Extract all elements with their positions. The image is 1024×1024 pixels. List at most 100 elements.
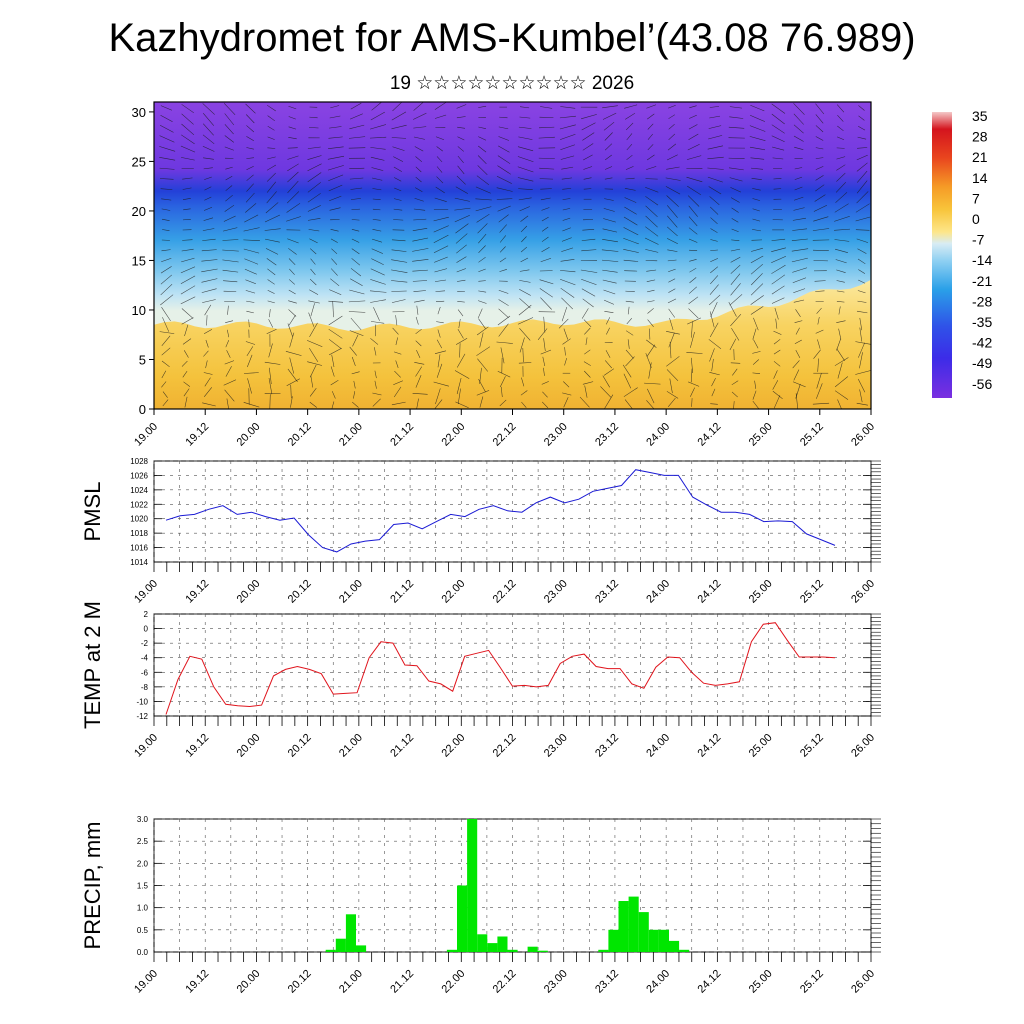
precipitation-panel: 0.0 0.5 1.0 1.5 2.0 2.5 3.0 19.00 19.12 20.00 20.1… <box>80 815 881 996</box>
wind-arrow <box>624 399 633 409</box>
wind-arrow <box>455 337 468 345</box>
x-tick-label: 19.00 <box>132 578 160 606</box>
wind-arrow <box>857 378 866 393</box>
wind-arrow <box>331 391 336 399</box>
wind-arrow <box>815 157 824 159</box>
wind-arrow <box>564 347 566 356</box>
wind-arrow <box>605 350 611 358</box>
wind-arrow <box>161 381 167 388</box>
temperature-panel: -12 -10 -8 -6 -4 -2 0 2 19.00 19.12 20.00 20.12 21.0… <box>80 601 881 760</box>
wind-arrow <box>455 401 469 409</box>
wind-arrow <box>771 264 786 274</box>
wind-arrow <box>161 370 167 379</box>
y-tick-label: -2 <box>141 639 149 648</box>
wind-arrow <box>477 165 488 175</box>
wind-arrow <box>370 321 385 324</box>
precip-bar <box>638 912 649 952</box>
wind-arrow <box>750 283 764 296</box>
wind-arrow <box>372 229 382 232</box>
colorbar-label: -49 <box>972 355 992 371</box>
wind-arrow <box>605 154 612 161</box>
x-tick-label: 20.12 <box>286 968 314 996</box>
wind-arrow <box>581 308 589 319</box>
wind-arrow <box>687 143 700 151</box>
wind-arrow <box>539 288 553 298</box>
wind-arrow <box>729 177 743 182</box>
wind-arrow <box>309 388 317 397</box>
wind-arrow <box>835 259 847 264</box>
wind-arrow <box>817 358 819 372</box>
wind-arrow <box>647 319 654 327</box>
wind-arrow <box>728 167 744 171</box>
wind-arrow <box>414 362 425 365</box>
wind-arrow <box>812 249 829 251</box>
wind-arrow <box>688 227 698 235</box>
wind-arrow <box>159 124 174 133</box>
y-tick-label: 2.0 <box>137 859 149 868</box>
wind-arrow <box>225 175 233 181</box>
colorbar-label: 7 <box>972 190 980 206</box>
wind-arrow <box>269 367 272 385</box>
wind-arrow <box>622 364 632 378</box>
wind-arrow <box>666 154 678 161</box>
wind-arrow <box>708 135 723 140</box>
wind-arrow <box>666 238 678 244</box>
wind-arrow <box>624 188 636 191</box>
wind-arrow <box>162 229 170 231</box>
wind-arrow <box>583 319 592 328</box>
wind-arrow <box>393 219 404 221</box>
wind-arrow <box>560 134 576 140</box>
wind-arrow <box>248 319 250 328</box>
wind-arrow <box>182 177 193 180</box>
x-tick-label: 23.00 <box>542 421 570 449</box>
wind-arrow <box>203 329 213 334</box>
x-tick-label: 23.12 <box>593 421 621 449</box>
wind-arrow <box>691 398 693 407</box>
wind-arrow <box>391 401 406 406</box>
y-axis-label: TEMP at 2 M <box>80 601 105 729</box>
precip-bar <box>356 945 367 952</box>
wind-arrow <box>475 206 492 212</box>
wind-arrow <box>812 228 830 231</box>
wind-arrow <box>205 360 208 369</box>
wind-arrow <box>416 398 419 409</box>
wind-arrow <box>478 145 487 153</box>
wind-arrow <box>668 123 675 130</box>
wind-arrow <box>307 155 322 160</box>
wind-arrow <box>456 353 466 368</box>
x-tick-label: 21.00 <box>337 732 365 760</box>
wind-arrow <box>267 136 275 140</box>
wind-arrow <box>646 166 657 170</box>
x-tick-label: 21.12 <box>388 421 416 449</box>
wind-arrow <box>434 114 447 119</box>
wind-arrow <box>666 331 680 335</box>
wind-arrow <box>202 134 215 145</box>
wind-arrow <box>394 177 402 182</box>
wind-arrow <box>391 269 408 273</box>
wind-arrow <box>625 330 634 336</box>
x-tick-label: 22.12 <box>491 968 519 996</box>
wind-arrow <box>562 392 572 396</box>
wind-arrow <box>602 239 618 243</box>
wind-arrow <box>602 228 618 233</box>
wind-arrow <box>457 301 465 303</box>
wind-arrow <box>181 104 194 114</box>
wind-arrow <box>203 157 214 160</box>
x-tick-label: 24.00 <box>644 421 672 449</box>
wind-arrow <box>773 330 782 335</box>
wind-arrow <box>838 328 842 340</box>
y-tick-label: 1.0 <box>137 904 149 913</box>
x-tick-label: 22.00 <box>439 421 467 449</box>
wind-arrow <box>415 176 422 183</box>
wind-arrow <box>691 357 693 374</box>
wind-arrow <box>815 166 824 170</box>
wind-arrow <box>181 308 194 319</box>
wind-arrow <box>203 217 214 221</box>
wind-arrow <box>478 318 486 329</box>
wind-arrow <box>181 360 188 367</box>
wind-arrow <box>668 268 676 272</box>
wind-arrow <box>225 185 233 191</box>
wind-arrow <box>435 290 446 292</box>
x-tick-label: 25.12 <box>798 732 826 760</box>
wind-arrow <box>689 277 697 284</box>
